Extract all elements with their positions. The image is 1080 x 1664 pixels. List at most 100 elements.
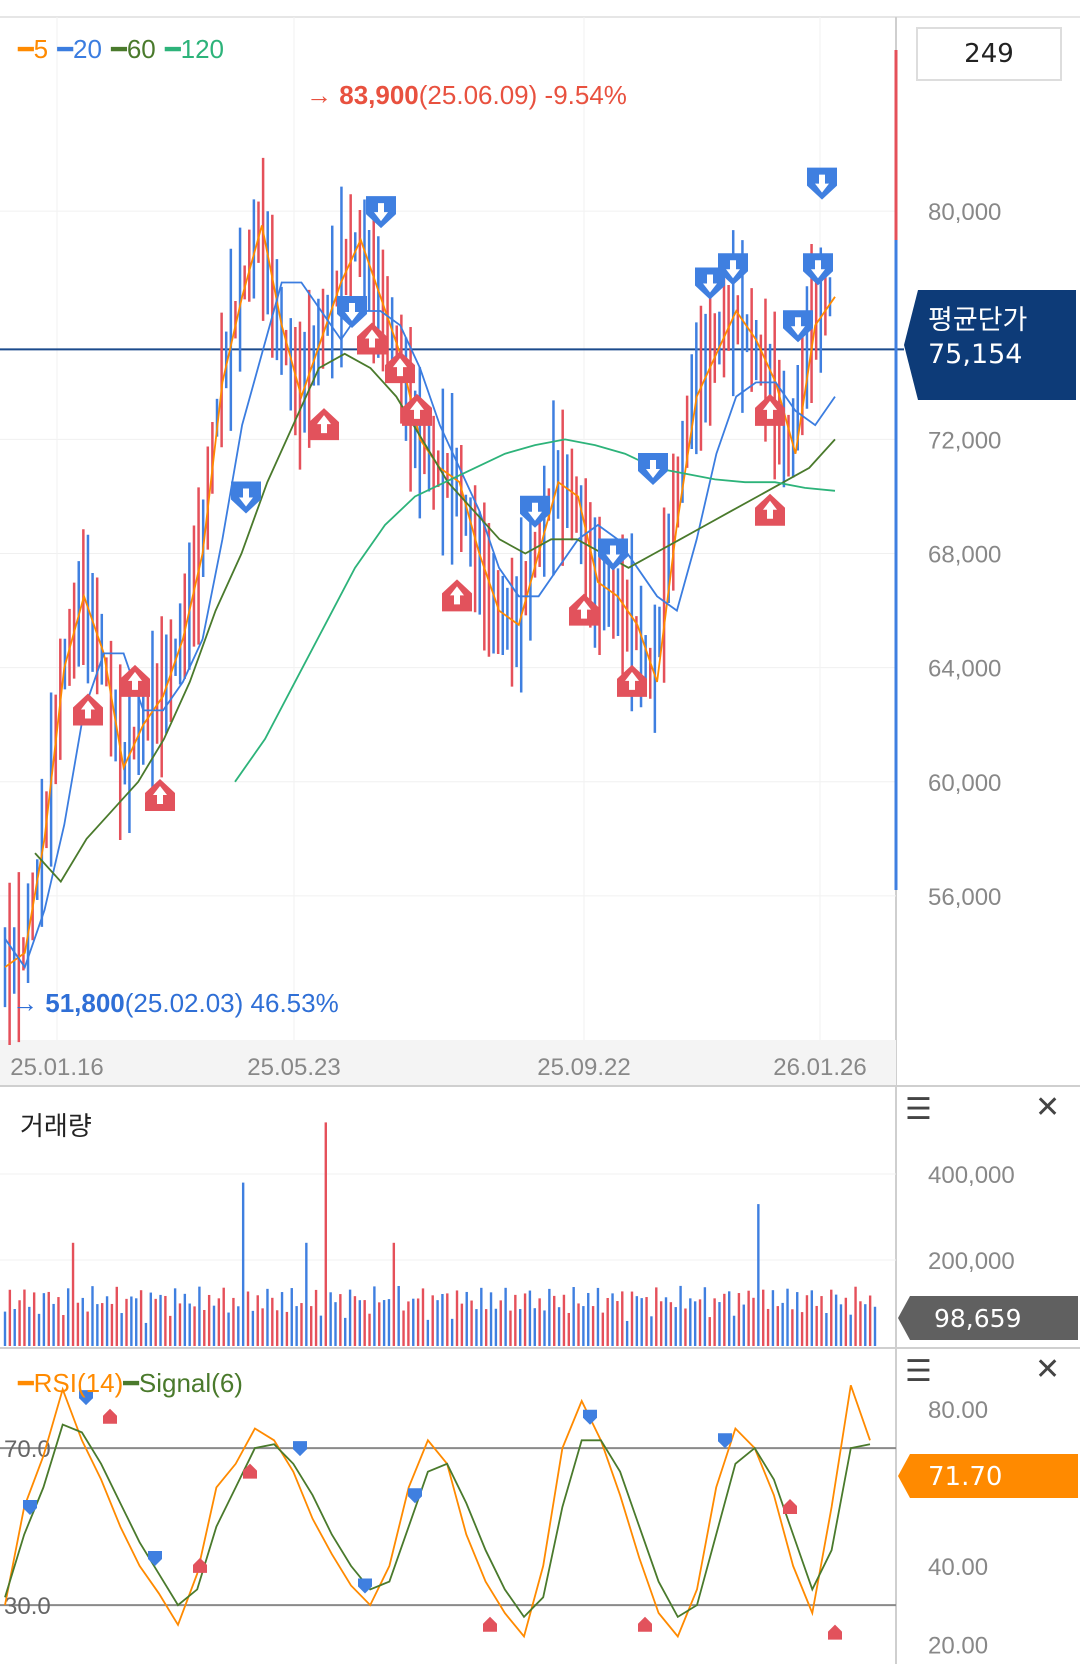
ma-line-120 — [234, 438, 836, 783]
volume-bar — [426, 1319, 430, 1346]
volume-bar — [669, 1302, 673, 1346]
low-annotation: → 51,800(25.02.03) 46.53% — [12, 988, 339, 1019]
volume-bar — [674, 1307, 677, 1346]
buy-marker-icon — [442, 579, 472, 612]
volume-bar — [810, 1290, 814, 1346]
volume-bar — [800, 1312, 804, 1346]
volume-bar — [577, 1303, 580, 1346]
volume-bar — [178, 1303, 182, 1346]
volume-bar — [135, 1298, 138, 1346]
rsi-buy-marker-icon — [193, 1557, 207, 1573]
close-icon[interactable]: ✕ — [1035, 1090, 1061, 1125]
volume-bar — [766, 1308, 770, 1346]
volume-bar — [645, 1297, 648, 1346]
volume-y-tick: 200,000 — [928, 1248, 1015, 1275]
volume-badge-value: 98,659 — [934, 1304, 1022, 1333]
volume-bar — [101, 1303, 104, 1346]
volume-chart: 400,000 200,000 — [0, 1088, 1080, 1350]
volume-bar — [37, 1313, 41, 1346]
volume-bar — [475, 1309, 478, 1346]
volume-bar — [397, 1285, 400, 1346]
ma-line-20 — [4, 281, 836, 970]
volume-bar — [241, 1182, 245, 1346]
volume-bar — [786, 1288, 789, 1346]
volume-bar — [290, 1288, 293, 1346]
volume-bar — [611, 1293, 614, 1346]
rsi-sell-marker-icon — [79, 1390, 93, 1406]
volume-bar — [791, 1309, 794, 1346]
volume-bar — [392, 1242, 396, 1346]
volume-bar — [412, 1298, 415, 1346]
volume-bar — [849, 1314, 852, 1346]
volume-bar — [348, 1289, 352, 1346]
volume-bar — [548, 1288, 551, 1346]
ma-line-5 — [4, 225, 836, 968]
volume-bar — [557, 1307, 561, 1346]
low-pct: 46.53% — [250, 988, 339, 1018]
volume-bar — [771, 1290, 775, 1346]
menu-icon[interactable]: ☰ — [905, 1354, 932, 1389]
rsi-y-tick: 20.00 — [928, 1632, 988, 1659]
volume-bar — [523, 1293, 527, 1346]
price-y-tick: 56,000 — [928, 884, 1001, 911]
volume-bar — [314, 1289, 318, 1346]
buy-marker-icon — [309, 408, 339, 441]
buy-marker-icon — [755, 393, 785, 426]
ma-line-60 — [34, 352, 836, 884]
volume-bar — [431, 1295, 434, 1346]
volume-bar — [504, 1287, 507, 1346]
volume-bar — [324, 1122, 327, 1346]
sell-marker-icon — [807, 167, 837, 200]
volume-bar — [732, 1315, 736, 1346]
volume-bar — [373, 1286, 376, 1346]
menu-icon[interactable]: ☰ — [905, 1092, 932, 1127]
volume-bar — [484, 1309, 488, 1346]
volume-bar — [805, 1295, 809, 1346]
volume-bar — [203, 1309, 206, 1346]
volume-bar — [368, 1313, 371, 1346]
rsi-value-badge — [898, 1372, 1078, 1416]
volume-bar — [460, 1303, 464, 1346]
volume-bar — [601, 1312, 605, 1346]
price-panel: 80,000 72,000 68,000 64,000 60,000 56,000 25.0… — [0, 16, 1080, 1088]
ma60-legend: ━60 — [111, 34, 156, 64]
price-y-tick: 60,000 — [928, 770, 1001, 797]
close-icon[interactable]: ✕ — [1035, 1352, 1061, 1387]
rsi-y-tick: 80.00 — [928, 1397, 988, 1424]
volume-bar — [528, 1290, 532, 1346]
volume-bar — [96, 1304, 99, 1346]
rsi-buy-marker-icon — [243, 1463, 257, 1479]
sell-marker-icon — [638, 452, 668, 485]
volume-bar — [217, 1298, 221, 1346]
volume-bar — [8, 1289, 12, 1346]
price-y-tick: 80,000 — [928, 199, 1001, 226]
volume-bar — [266, 1288, 269, 1346]
volume-panel: 400,000 200,000 거래량 ☰ ✕ 98,659 — [0, 1088, 1080, 1350]
volume-bar — [139, 1290, 143, 1346]
volume-bar — [757, 1204, 760, 1346]
rsi-sell-marker-icon — [293, 1441, 307, 1457]
buy-marker-icon — [145, 779, 175, 812]
volume-bar — [329, 1292, 332, 1346]
rsi-reference-label: 70.0 — [4, 1436, 51, 1463]
high-arrow-icon: → — [306, 80, 332, 110]
volume-bar — [689, 1298, 692, 1346]
rsi-buy-marker-icon — [483, 1616, 497, 1632]
volume-bar — [382, 1300, 386, 1346]
ma20-legend: ━20 — [57, 34, 102, 64]
volume-bar — [13, 1309, 16, 1346]
high-pct: -9.54% — [544, 80, 627, 110]
volume-bar — [698, 1299, 702, 1346]
rsi-legend-item: ━RSI(14) — [18, 1368, 124, 1398]
volume-bar — [310, 1306, 313, 1346]
volume-bar — [212, 1305, 216, 1346]
sell-marker-icon — [366, 196, 396, 229]
volume-bar — [358, 1300, 362, 1346]
rsi-sell-marker-icon — [718, 1433, 732, 1449]
volume-bar — [582, 1306, 585, 1346]
count-value: 249 — [964, 39, 1014, 69]
volume-bar — [703, 1287, 707, 1346]
volume-bar — [81, 1297, 84, 1346]
count-box[interactable]: 249 — [916, 27, 1062, 81]
volume-bar — [18, 1300, 21, 1346]
